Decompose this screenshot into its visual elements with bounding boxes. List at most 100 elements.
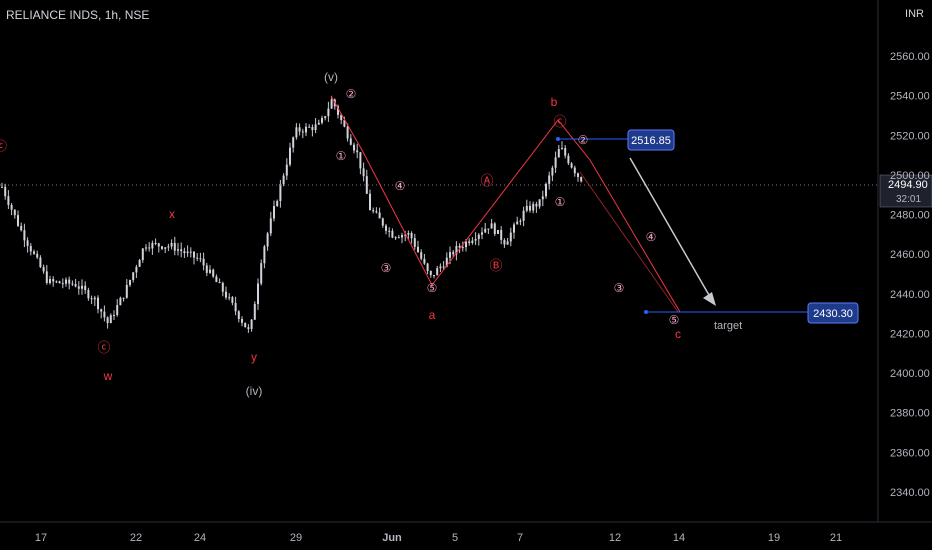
candle: [218, 278, 221, 284]
candle: [276, 199, 279, 207]
candle-body: [209, 269, 211, 273]
candle: [455, 241, 458, 261]
candle-body: [202, 258, 205, 266]
candle: [221, 281, 224, 297]
candle: [193, 251, 195, 265]
time-tick-label: 12: [609, 532, 621, 544]
candle: [74, 278, 77, 288]
wave-label: Ⓐ: [480, 173, 493, 188]
candle-body: [205, 265, 208, 273]
candle: [225, 286, 227, 300]
candle: [55, 280, 58, 284]
candle-body: [513, 224, 515, 233]
candle: [1, 182, 3, 188]
price-label-box: [807, 302, 859, 324]
candle-body: [266, 233, 269, 247]
candle-body: [551, 167, 554, 176]
candle: [570, 162, 573, 169]
candle-body: [52, 279, 55, 282]
wave-label: w: [103, 369, 113, 383]
price-label-text: 2516.85: [631, 135, 671, 147]
candle: [397, 234, 400, 239]
candle: [183, 247, 186, 258]
candle-body: [237, 311, 240, 319]
price-tick-label: 2420.00: [890, 328, 930, 340]
candle-body: [541, 196, 544, 200]
candle-body: [74, 284, 77, 287]
candle: [93, 295, 96, 306]
candle-body: [449, 252, 451, 258]
candle: [346, 123, 349, 142]
last-price-countdown: 32:01: [896, 194, 921, 205]
candle: [177, 242, 179, 256]
time-tick-label: 5: [452, 532, 458, 544]
candle: [231, 296, 234, 306]
price-tick-label: 2480.00: [890, 210, 930, 222]
candle-body: [570, 163, 573, 168]
candle: [135, 264, 138, 278]
candle: [317, 119, 320, 125]
candle-body: [298, 127, 301, 132]
time-tick-label: 14: [673, 532, 685, 544]
candle: [132, 271, 135, 283]
wave-label: ④: [646, 230, 657, 244]
candle: [519, 218, 522, 226]
candle-body: [452, 252, 455, 255]
candle-body: [506, 241, 509, 245]
candle: [522, 206, 525, 227]
candle-body: [177, 249, 179, 251]
price-tick-label: 2560.00: [890, 51, 930, 63]
candle: [337, 104, 339, 119]
candle-body: [397, 237, 400, 239]
candle-body: [186, 251, 189, 254]
candle: [484, 222, 487, 234]
target-arrow-line: [629, 157, 714, 303]
candle: [372, 207, 375, 214]
candle-body: [279, 183, 282, 201]
wave-label: Ⓑ: [489, 258, 502, 273]
candle-body: [356, 150, 359, 153]
candle: [301, 128, 304, 139]
candle-body: [305, 126, 307, 133]
candle-body: [161, 246, 163, 249]
candle: [359, 152, 362, 175]
candle-body: [263, 246, 266, 264]
candle-body: [170, 243, 173, 247]
candle: [314, 117, 317, 134]
candle: [433, 275, 435, 279]
candle-body: [468, 241, 471, 244]
candle-body: [471, 240, 474, 244]
candle-body: [545, 183, 547, 197]
candle-body: [145, 247, 147, 249]
candle-body: [151, 242, 154, 249]
target-label: target: [714, 320, 742, 332]
candle-body: [285, 164, 288, 176]
candle: [77, 281, 80, 295]
candle-body: [359, 152, 362, 169]
candle-body: [241, 318, 243, 323]
candles: [1, 95, 583, 333]
candle-body: [404, 234, 407, 236]
candle-body: [330, 99, 333, 109]
candle: [33, 249, 35, 255]
time-tick-label: 24: [194, 532, 206, 544]
candle: [506, 237, 509, 245]
candle: [577, 172, 579, 182]
candle-body: [349, 138, 352, 145]
time-tick-label: 17: [35, 532, 47, 544]
candle: [503, 238, 506, 248]
candle: [308, 124, 311, 128]
candle-body: [253, 303, 256, 320]
candle-body: [218, 282, 221, 284]
candle: [119, 296, 122, 306]
price-axis: 2560.00 2540.00 2520.00 2500.00 2480.00 2460.…: [877, 0, 930, 522]
candle-body: [423, 258, 426, 264]
candle: [321, 115, 323, 125]
candle: [65, 277, 67, 287]
candle: [141, 247, 144, 263]
candle: [548, 171, 551, 190]
candle-body: [375, 211, 378, 213]
candle: [452, 249, 455, 258]
candle-body: [490, 223, 493, 229]
